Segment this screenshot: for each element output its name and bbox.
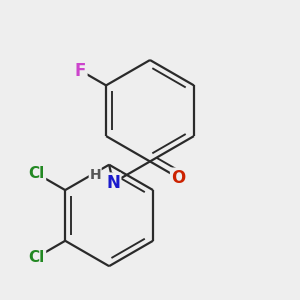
Text: H: H: [89, 167, 101, 182]
Text: Cl: Cl: [29, 166, 45, 181]
Text: F: F: [75, 62, 86, 80]
Text: O: O: [171, 169, 185, 187]
Text: Cl: Cl: [29, 250, 45, 265]
Text: N: N: [106, 174, 120, 192]
